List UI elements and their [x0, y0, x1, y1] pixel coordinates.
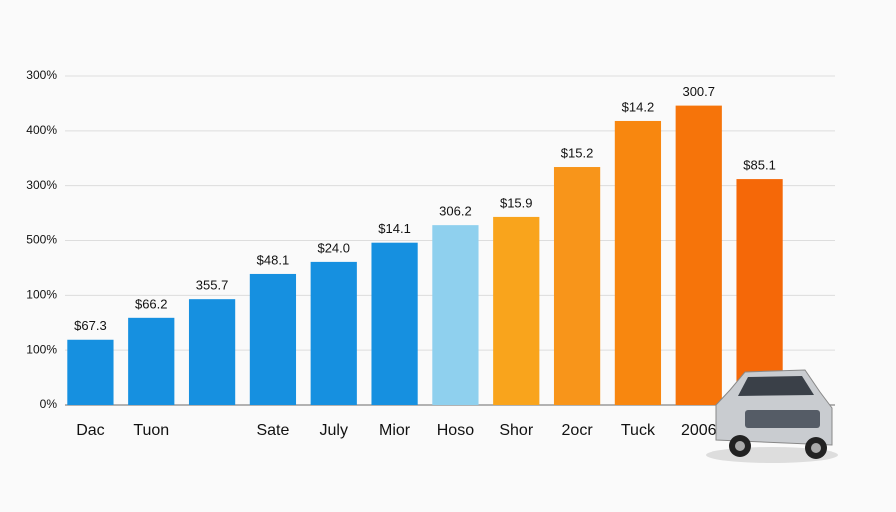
- data-label: $48.1: [257, 252, 290, 267]
- data-label: $66.2: [135, 296, 168, 311]
- bar: [432, 225, 479, 405]
- y-tick-label: 400%: [26, 123, 57, 137]
- data-label: $15.9: [500, 195, 533, 210]
- bar: [493, 216, 540, 405]
- y-tick-label: 100%: [26, 288, 57, 302]
- bar: [188, 299, 236, 405]
- data-label: $24.0: [317, 240, 350, 255]
- y-tick-label: 500%: [26, 233, 57, 247]
- bar: [736, 179, 783, 405]
- x-tick-label: Hoso: [437, 422, 474, 439]
- bar: [371, 242, 418, 405]
- bar: [128, 317, 175, 405]
- x-tick-label: Dac: [76, 422, 104, 439]
- x-tick-label: Sate: [256, 422, 289, 439]
- x-tick-label: Shor: [499, 422, 533, 439]
- bar: [67, 339, 114, 405]
- y-tick-label: 0%: [40, 397, 58, 411]
- data-label: $67.3: [74, 318, 107, 333]
- bar: [249, 273, 297, 405]
- x-tick-label: 2006: [681, 422, 717, 439]
- data-label: $14.2: [622, 99, 655, 114]
- data-label: 306.2: [439, 204, 472, 219]
- bar: [310, 261, 357, 405]
- data-label: $14.1: [378, 221, 411, 236]
- data-label: $15.2: [561, 145, 594, 160]
- data-label: 355.7: [196, 278, 229, 293]
- x-tick-label: Tuon: [133, 422, 169, 439]
- y-tick-label: 100%: [26, 342, 57, 356]
- bar: [675, 105, 722, 406]
- x-tick-label: Tuck: [621, 422, 656, 439]
- data-label: $85.1: [743, 158, 776, 173]
- bar: [553, 167, 601, 405]
- y-tick-label: 300%: [26, 68, 57, 82]
- data-label: 300.7: [682, 84, 715, 99]
- bar: [614, 120, 662, 406]
- x-tick-label: July: [320, 422, 348, 439]
- x-tick-label: Mior: [379, 422, 411, 439]
- y-tick-label: 300%: [26, 178, 57, 192]
- x-tick-label: 2ocr: [562, 422, 594, 439]
- car-illustration: [706, 369, 838, 463]
